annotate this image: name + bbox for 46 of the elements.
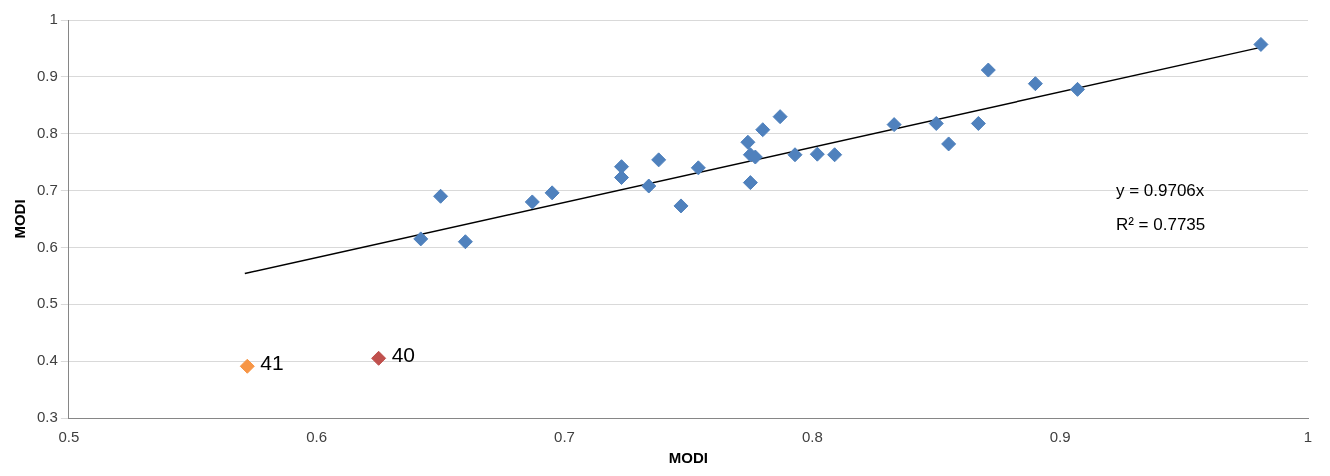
annotation: 41 bbox=[260, 351, 284, 375]
y-tick-label: 0.9 bbox=[36, 67, 58, 84]
point bbox=[371, 350, 387, 366]
point bbox=[970, 115, 986, 131]
point bbox=[809, 146, 825, 162]
annotation: 40 bbox=[391, 343, 415, 367]
y-tick-label: 0.4 bbox=[36, 351, 58, 369]
point bbox=[1027, 76, 1043, 92]
point bbox=[787, 147, 803, 163]
x-tick-label: 1 bbox=[1303, 428, 1313, 446]
point bbox=[772, 109, 788, 125]
y-tick-label: 0.7 bbox=[36, 180, 58, 198]
point bbox=[827, 147, 843, 163]
annotation: y = 0.9706x bbox=[1115, 180, 1205, 200]
y-tick-label: 0.3 bbox=[36, 408, 58, 426]
y-tick-label: 0.5 bbox=[36, 294, 58, 312]
y-axis-title: MODI bbox=[11, 199, 29, 239]
point bbox=[433, 188, 449, 204]
x-tick-label: 0.7 bbox=[554, 428, 575, 446]
point bbox=[457, 234, 473, 250]
point bbox=[928, 115, 944, 131]
point bbox=[886, 117, 902, 133]
point bbox=[651, 152, 667, 168]
point bbox=[690, 160, 706, 176]
point bbox=[740, 134, 756, 150]
point bbox=[413, 231, 429, 247]
point bbox=[673, 198, 689, 214]
y-tick-label: 0.6 bbox=[36, 237, 58, 255]
x-tick-label: 0.8 bbox=[801, 428, 823, 446]
point bbox=[239, 358, 255, 374]
annotation: R² = 0.7735 bbox=[1115, 214, 1206, 234]
point bbox=[941, 136, 957, 152]
x-tick-label: 0.9 bbox=[1049, 428, 1071, 446]
point bbox=[980, 62, 996, 78]
y-tick-label: 0.8 bbox=[36, 123, 58, 141]
point bbox=[1253, 36, 1269, 52]
x-axis-title: MODI bbox=[668, 449, 709, 467]
x-tick-label: 0.6 bbox=[306, 428, 328, 446]
point bbox=[755, 122, 771, 138]
point bbox=[544, 185, 560, 201]
point bbox=[524, 194, 540, 210]
point bbox=[641, 178, 657, 194]
point bbox=[742, 175, 758, 191]
x-tick-label: 0.5 bbox=[58, 428, 80, 446]
point bbox=[1070, 81, 1086, 97]
y-tick-label: 1 bbox=[49, 10, 58, 28]
